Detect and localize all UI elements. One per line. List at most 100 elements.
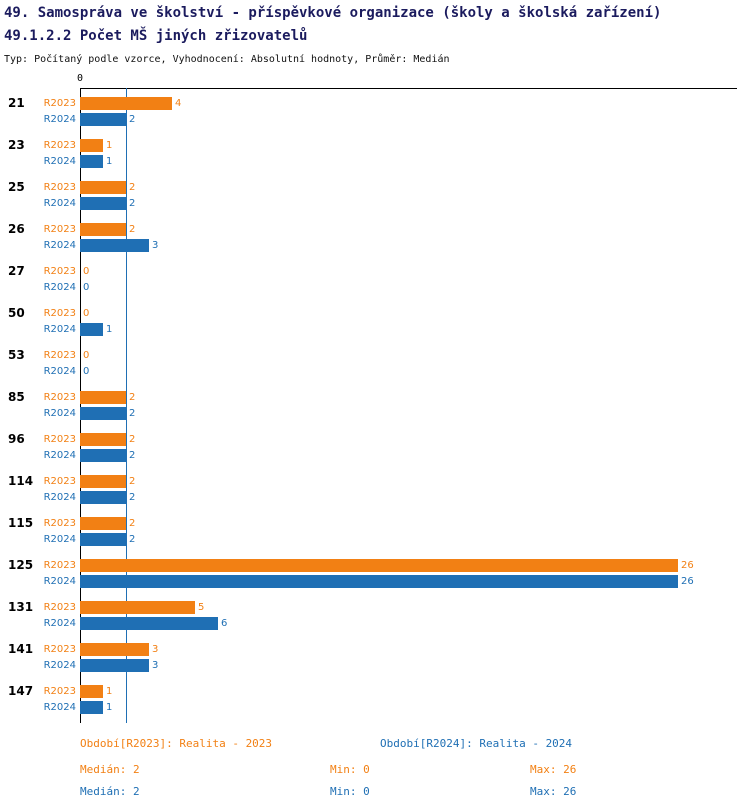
series-label: R2023 [43, 97, 76, 109]
category-group-141: 141 R2023 3 R2024 3 [0, 641, 737, 683]
category-group-23: 23 R2023 1 R2024 1 [0, 137, 737, 179]
series-label: R2024 [43, 323, 76, 335]
y-axis-line [80, 88, 81, 723]
bar-row: R2024 2 [0, 489, 737, 505]
bar-area: 1 [80, 137, 112, 153]
bar-R2023-21 [80, 96, 172, 110]
category-label: 147 [8, 684, 34, 698]
bar-row: 96 R2023 2 [0, 431, 737, 447]
median-reference-line [126, 88, 127, 723]
bar-row: R2024 2 [0, 195, 737, 211]
bar-row: R2024 2 [0, 447, 737, 463]
category-group-25: 25 R2023 2 R2024 2 [0, 179, 737, 221]
bar-row: R2024 26 [0, 573, 737, 589]
bar-R2024-21 [80, 112, 126, 126]
bar-R2024-96 [80, 448, 126, 462]
category-group-114: 114 R2023 2 R2024 2 [0, 473, 737, 515]
series-label: R2024 [43, 575, 76, 587]
bar-R2024-26 [80, 238, 149, 252]
series-label: R2023 [43, 223, 76, 235]
category-group-85: 85 R2023 2 R2024 2 [0, 389, 737, 431]
value-label: 1 [106, 155, 113, 167]
category-label: 85 [8, 390, 25, 404]
bar-R2024-131 [80, 616, 218, 630]
bar-area: 2 [80, 431, 135, 447]
category-group-131: 131 R2023 5 R2024 6 [0, 599, 737, 641]
series-label: R2023 [43, 391, 76, 403]
bar-R2024-50 [80, 322, 103, 336]
category-label: 125 [8, 558, 34, 572]
bar-area: 1 [80, 699, 112, 715]
bar-R2024-114 [80, 490, 126, 504]
bar-area: 1 [80, 153, 112, 169]
value-label: 1 [106, 323, 113, 335]
bar-area: 2 [80, 405, 135, 421]
bar-area: 26 [80, 557, 694, 573]
value-label: 1 [106, 685, 113, 697]
category-label: 26 [8, 222, 25, 236]
category-label: 50 [8, 306, 25, 320]
series-label: R2023 [43, 349, 76, 361]
series-label: R2023 [43, 559, 76, 571]
bar-row: 27 R2023 0 [0, 263, 737, 279]
value-label: 2 [129, 533, 136, 545]
bar-R2023-85 [80, 390, 126, 404]
bar-R2024-147 [80, 700, 103, 714]
value-label: 2 [129, 433, 136, 445]
bar-R2023-131 [80, 600, 195, 614]
bar-row: 115 R2023 2 [0, 515, 737, 531]
chart-groups: 21 R2023 4 R2024 2 23 R2023 1 R2024 1 25 R2023 2 R202… [0, 95, 737, 725]
bar-row: 23 R2023 1 [0, 137, 737, 153]
value-label: 5 [198, 601, 205, 613]
series-label: R2024 [43, 449, 76, 461]
bar-row: R2024 6 [0, 615, 737, 631]
bar-row: 141 R2023 3 [0, 641, 737, 657]
value-label: 6 [221, 617, 228, 629]
value-label: 3 [152, 239, 159, 251]
bar-row: R2024 2 [0, 405, 737, 421]
value-label: 26 [681, 575, 694, 587]
x-axis-line [80, 88, 737, 89]
value-label: 2 [129, 491, 136, 503]
value-label: 26 [681, 559, 694, 571]
bar-area: 0 [80, 347, 89, 363]
series-label: R2024 [43, 155, 76, 167]
legend-r2024: Období[R2024]: Realita - 2024 [380, 737, 573, 750]
series-label: R2023 [43, 643, 76, 655]
category-label: 96 [8, 432, 25, 446]
bar-row: 125 R2023 26 [0, 557, 737, 573]
bar-area: 0 [80, 363, 89, 379]
value-label: 2 [129, 113, 136, 125]
category-label: 141 [8, 642, 34, 656]
bar-R2023-147 [80, 684, 103, 698]
bar-row: 131 R2023 5 [0, 599, 737, 615]
category-label: 25 [8, 180, 25, 194]
value-label: 3 [152, 643, 159, 655]
bar-row: 50 R2023 0 [0, 305, 737, 321]
series-label: R2023 [43, 475, 76, 487]
bar-R2024-141 [80, 658, 149, 672]
bar-area: 3 [80, 657, 158, 673]
bar-R2023-125 [80, 558, 678, 572]
bar-row: 26 R2023 2 [0, 221, 737, 237]
category-label: 115 [8, 516, 34, 530]
bar-R2024-25 [80, 196, 126, 210]
stat-r2024-max: Max: 26 [530, 785, 577, 798]
page-title-line1: 49. Samospráva ve školství - příspěvkové… [4, 5, 662, 21]
series-label: R2024 [43, 281, 76, 293]
bar-row: R2024 1 [0, 321, 737, 337]
bar-R2023-115 [80, 516, 126, 530]
category-label: 131 [8, 600, 34, 614]
bar-area: 3 [80, 641, 158, 657]
series-label: R2023 [43, 517, 76, 529]
series-label: R2024 [43, 659, 76, 671]
bar-R2023-25 [80, 180, 126, 194]
bar-row: 25 R2023 2 [0, 179, 737, 195]
bar-R2023-96 [80, 432, 126, 446]
category-label: 53 [8, 348, 25, 362]
category-label: 27 [8, 264, 25, 278]
bar-row: 21 R2023 4 [0, 95, 737, 111]
bar-row: R2024 2 [0, 111, 737, 127]
series-label: R2024 [43, 407, 76, 419]
x-axis-zero-tick-label: 0 [76, 73, 84, 84]
